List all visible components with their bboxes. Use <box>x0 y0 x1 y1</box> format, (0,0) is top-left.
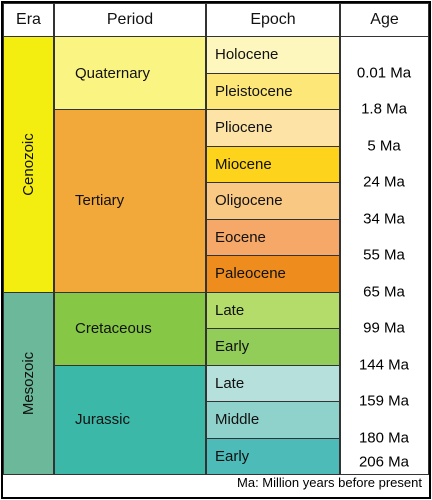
footer-note: Ma: Million years before present <box>237 475 422 490</box>
era-cell: Mesozoic <box>3 291 54 475</box>
era-cell-text: Cenozoic <box>20 132 38 196</box>
age-label: 1.8 Ma <box>361 100 407 118</box>
epoch-cell: Miocene <box>206 145 340 183</box>
period-cell: Tertiary <box>54 109 206 293</box>
epoch-cell: Early <box>206 437 340 475</box>
epoch-cell: Middle <box>206 401 340 439</box>
age-label: 144 Ma <box>358 356 410 373</box>
age-column <box>340 36 429 475</box>
header-cell: Era <box>3 3 54 37</box>
header-cell: Epoch <box>206 3 340 37</box>
age-label: 159 Ma <box>358 392 410 410</box>
age-label: 180 Ma <box>358 429 410 446</box>
header-cell: Period <box>54 3 206 37</box>
age-label: 206 Ma <box>358 453 410 471</box>
age-label: 24 Ma <box>363 173 405 191</box>
era-cell-text: Mesozoic <box>20 351 38 415</box>
age-label: 5 Ma <box>367 137 401 154</box>
epoch-cell: Pliocene <box>206 109 340 147</box>
era-cell: Cenozoic <box>3 36 54 293</box>
epoch-cell: Late <box>206 364 340 402</box>
epoch-cell: Oligocene <box>206 182 340 220</box>
age-label: 0.01 Ma <box>356 64 412 81</box>
epoch-cell: Eocene <box>206 218 340 256</box>
epoch-cell: Pleistocene <box>206 72 340 110</box>
header-cell: Age <box>340 3 429 37</box>
period-cell: Cretaceous <box>54 291 206 366</box>
period-cell: Quaternary <box>54 36 206 110</box>
period-cell: Jurassic <box>54 364 206 475</box>
age-label: 55 Ma <box>363 246 405 264</box>
age-label: 65 Ma <box>363 283 405 300</box>
epoch-cell: Early <box>206 328 340 366</box>
epoch-cell: Holocene <box>206 36 340 74</box>
epoch-cell: Paleocene <box>206 255 340 293</box>
age-label: 34 Ma <box>363 210 405 227</box>
age-label: 99 Ma <box>363 319 405 337</box>
epoch-cell: Late <box>206 291 340 329</box>
